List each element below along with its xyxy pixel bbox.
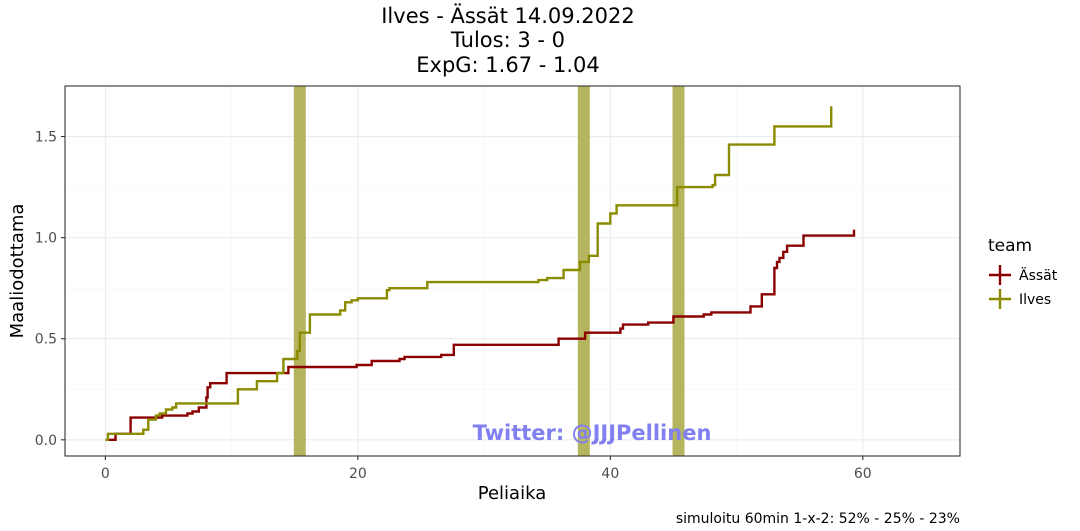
- caption: simuloitu 60min 1-x-2: 52% - 25% - 23%: [676, 511, 960, 527]
- x-tick-label: 0: [101, 466, 110, 482]
- y-tick-label: 0.5: [35, 332, 57, 348]
- x-tick-label: 20: [349, 466, 367, 482]
- x-axis-title: Peliaika: [478, 483, 546, 504]
- chart-title-line-3: ExpG: 1.67 - 1.04: [416, 53, 600, 77]
- grid-major: [65, 86, 960, 456]
- legend: Ässät Ilves: [989, 265, 1058, 309]
- y-tick-label: 0.0: [35, 433, 57, 449]
- chart-title-line-2: Tulos: 3 - 0: [450, 28, 565, 52]
- watermark: Twitter: @JJJPellinen: [473, 421, 712, 445]
- y-tick-label: 1.0: [35, 231, 57, 247]
- plot-panel: [65, 86, 960, 456]
- y-tick-label: 1.5: [35, 130, 57, 146]
- legend-label: Ässät: [1019, 266, 1058, 284]
- y-axis: 0.0 0.5 1.0 1.5: [35, 130, 65, 449]
- series-lines: [105, 106, 856, 441]
- plot-border: [64, 85, 961, 457]
- goal-mark: [577, 86, 590, 456]
- x-tick-label: 60: [854, 466, 872, 482]
- y-axis-title: Maaliodottama: [7, 204, 28, 339]
- grid-minor: [65, 86, 960, 456]
- chart-title-line-1: Ilves - Ässät 14.09.2022: [381, 3, 635, 28]
- goal-mark: [293, 86, 306, 456]
- goal-marks: [293, 86, 685, 456]
- series-line-Ilves: [105, 106, 833, 441]
- series-line-Ässät: [107, 229, 856, 441]
- x-tick-label: 40: [601, 466, 619, 482]
- goal-mark: [672, 86, 685, 456]
- legend-title: team: [988, 236, 1032, 256]
- legend-label: Ilves: [1019, 292, 1051, 308]
- x-axis: 0 20 40 60: [101, 456, 872, 482]
